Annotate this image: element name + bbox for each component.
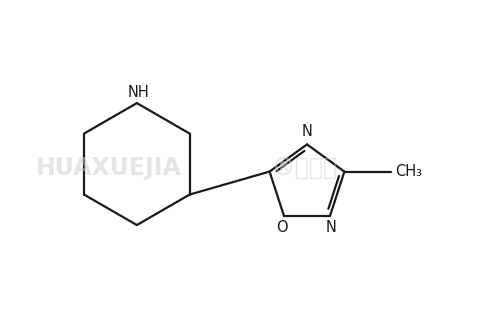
Text: HUAXUEJIA: HUAXUEJIA xyxy=(35,156,181,180)
Text: CH₃: CH₃ xyxy=(395,164,423,179)
Text: N: N xyxy=(326,220,337,236)
Text: NH: NH xyxy=(128,85,150,100)
Text: O: O xyxy=(276,220,288,236)
Text: ®化学加: ®化学加 xyxy=(272,156,338,180)
Text: N: N xyxy=(302,124,313,139)
